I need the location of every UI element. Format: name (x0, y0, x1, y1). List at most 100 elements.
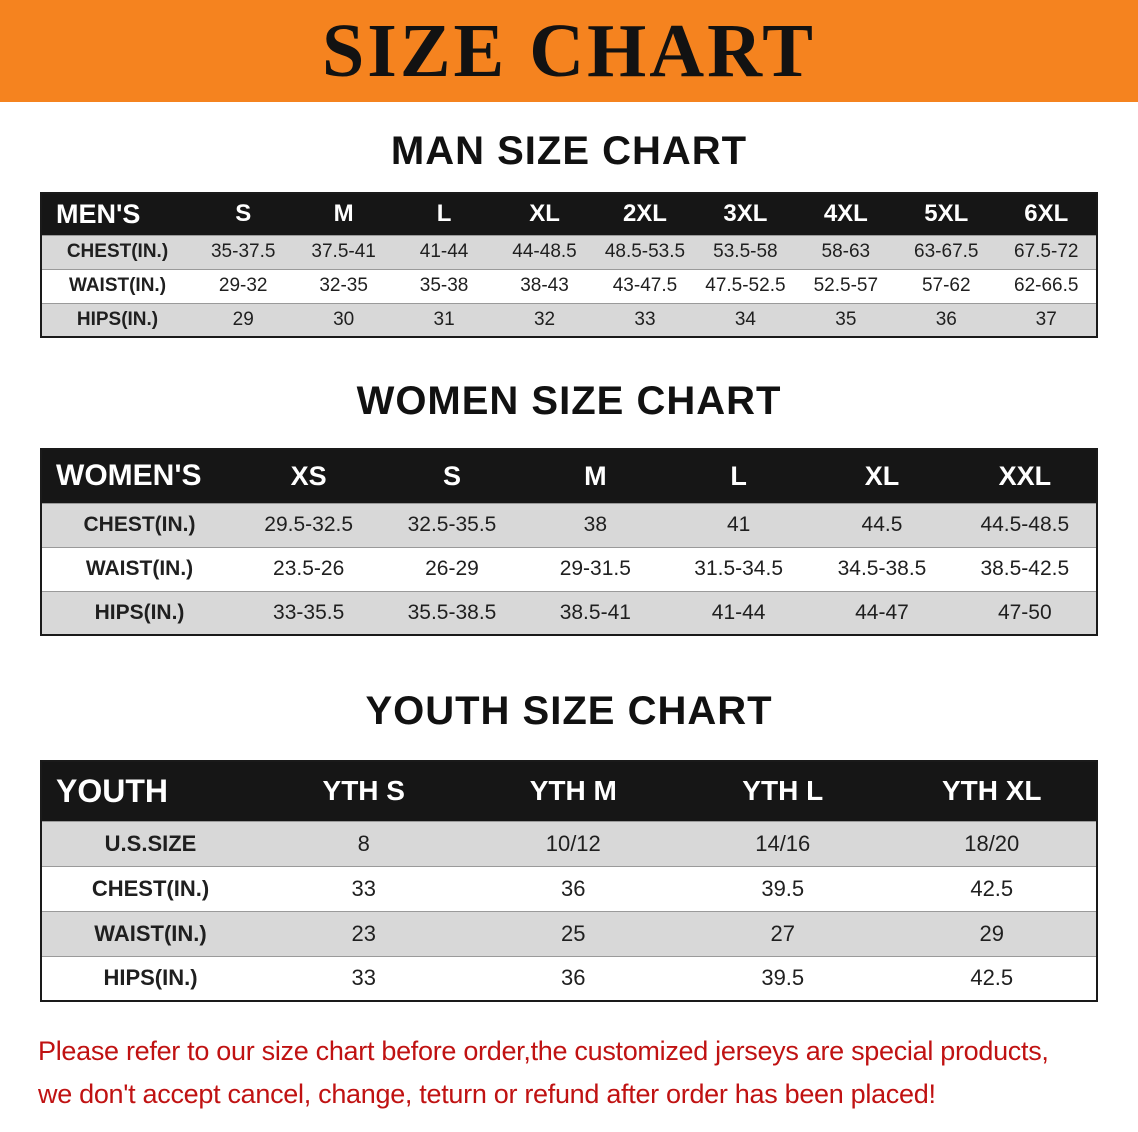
size-value-cell: 53.5-58 (695, 234, 796, 269)
size-value-cell: 58-63 (795, 234, 897, 269)
size-value-cell: 33 (259, 955, 469, 1001)
size-value-cell: 67.5-72 (996, 234, 1097, 269)
size-value-cell: 42.5 (887, 955, 1097, 1001)
size-value-cell: 39.5 (678, 955, 888, 1001)
size-value-cell: 30 (293, 302, 394, 337)
size-header-cell: 2XL (594, 193, 696, 235)
size-header-cell: XXL (953, 449, 1097, 503)
size-value-cell: 32 (494, 302, 595, 337)
size-value-cell: 32-35 (293, 268, 394, 303)
size-value-cell: 47-50 (953, 590, 1097, 635)
size-header-cell: XS (237, 449, 381, 503)
size-header-cell: S (193, 193, 294, 235)
size-value-cell: 18/20 (887, 820, 1097, 866)
table-row: WAIST(IN.) 29-32 32-35 35-38 38-43 43-47.5 47.… (41, 268, 1097, 303)
size-header-cell: YTH L (678, 761, 888, 821)
size-value-cell: 35-38 (393, 268, 495, 303)
size-value-cell: 48.5-53.5 (594, 234, 696, 269)
row-label-cell: WAIST(IN.) (41, 268, 193, 303)
youth-section: YOUTH SIZE CHART YOUTH YTH S YTH M YTH L YTH… (0, 688, 1138, 1002)
size-value-cell: 35.5-38.5 (380, 590, 524, 635)
size-value-cell: 44.5 (810, 502, 954, 547)
table-row: CHEST(IN.) 29.5-32.5 32.5-35.5 38 41 44.5 44.5… (41, 502, 1097, 547)
size-value-cell: 44-47 (810, 590, 954, 635)
mens-size-table: MEN'S S M L XL 2XL 3XL 4XL 5XL 6XL CHEST(IN.) 35-37… (40, 192, 1098, 338)
size-value-cell: 33 (259, 865, 469, 911)
size-value-cell: 32.5-35.5 (380, 502, 524, 547)
table-title-cell: WOMEN'S (41, 449, 237, 503)
size-value-cell: 62-66.5 (996, 268, 1097, 303)
size-header-cell: 5XL (896, 193, 997, 235)
size-value-cell: 35 (795, 302, 897, 337)
size-value-cell: 35-37.5 (193, 234, 294, 269)
size-header-cell: L (393, 193, 495, 235)
womens-size-table: WOMEN'S XS S M L XL XXL CHEST(IN.) 29.5-32.5 32.5… (40, 448, 1098, 636)
size-value-cell: 52.5-57 (795, 268, 897, 303)
size-value-cell: 41 (666, 502, 811, 547)
size-header-cell: YTH XL (887, 761, 1097, 821)
size-value-cell: 34 (695, 302, 796, 337)
size-value-cell: 31.5-34.5 (666, 546, 811, 591)
mens-section: MAN SIZE CHART MEN'S S M L XL 2XL 3XL 4XL 5XL 6XL… (0, 128, 1138, 338)
mens-heading: MAN SIZE CHART (390, 129, 748, 173)
size-value-cell: 29-31.5 (523, 546, 667, 591)
size-value-cell: 23 (259, 910, 469, 956)
row-label-cell: HIPS(IN.) (41, 590, 237, 635)
disclaimer-text: Please refer to our size chart before or… (38, 1030, 1100, 1116)
size-value-cell: 33 (594, 302, 696, 337)
table-row: CHEST(IN.) 35-37.5 37.5-41 41-44 44-48.5 48.5… (41, 234, 1097, 269)
table-title-cell: MEN'S (41, 193, 193, 235)
size-value-cell: 26-29 (380, 546, 524, 591)
size-value-cell: 38-43 (494, 268, 595, 303)
size-value-cell: 44-48.5 (494, 234, 595, 269)
size-value-cell: 36 (468, 865, 678, 911)
disclaimer-line1: Please refer to our size chart before or… (38, 1036, 1049, 1066)
row-label-cell: CHEST(IN.) (41, 502, 237, 547)
table-header-row: YOUTH YTH S YTH M YTH L YTH XL (41, 761, 1097, 821)
row-label-cell: WAIST(IN.) (41, 546, 237, 591)
size-header-cell: M (293, 193, 394, 235)
size-chart-banner: SIZE CHART (0, 0, 1138, 102)
size-value-cell: 57-62 (896, 268, 997, 303)
row-label-cell: HIPS(IN.) (41, 955, 259, 1001)
size-value-cell: 39.5 (678, 865, 888, 911)
youth-size-table: YOUTH YTH S YTH M YTH L YTH XL U.S.SIZE 8 10/12… (40, 760, 1098, 1002)
size-value-cell: 47.5-52.5 (695, 268, 796, 303)
table-row: U.S.SIZE 8 10/12 14/16 18/20 (41, 820, 1097, 866)
table-row: HIPS(IN.) 33 36 39.5 42.5 (41, 955, 1097, 1001)
row-label-cell: CHEST(IN.) (41, 865, 259, 911)
disclaimer-line2: we don't accept cancel, change, teturn o… (38, 1079, 936, 1109)
size-value-cell: 44.5-48.5 (953, 502, 1097, 547)
size-value-cell: 29 (193, 302, 294, 337)
size-header-cell: 6XL (996, 193, 1097, 235)
size-value-cell: 41-44 (393, 234, 495, 269)
size-value-cell: 29 (887, 910, 1097, 956)
size-header-cell: S (380, 449, 524, 503)
banner-title: SIZE CHART (321, 9, 816, 93)
table-header-row: MEN'S S M L XL 2XL 3XL 4XL 5XL 6XL (41, 193, 1097, 235)
size-value-cell: 36 (468, 955, 678, 1001)
size-value-cell: 36 (896, 302, 997, 337)
size-value-cell: 38 (523, 502, 667, 547)
size-value-cell: 31 (393, 302, 495, 337)
size-value-cell: 38.5-41 (523, 590, 667, 635)
table-row: CHEST(IN.) 33 36 39.5 42.5 (41, 865, 1097, 911)
size-value-cell: 38.5-42.5 (953, 546, 1097, 591)
table-header-row: WOMEN'S XS S M L XL XXL (41, 449, 1097, 503)
table-row: WAIST(IN.) 23.5-26 26-29 29-31.5 31.5-34.5 34… (41, 546, 1097, 591)
size-value-cell: 33-35.5 (237, 590, 381, 635)
size-header-cell: XL (810, 449, 954, 503)
size-header-cell: 3XL (695, 193, 796, 235)
table-row: HIPS(IN.) 33-35.5 35.5-38.5 38.5-41 41-44 44-… (41, 590, 1097, 635)
size-value-cell: 41-44 (666, 590, 811, 635)
size-value-cell: 10/12 (468, 820, 678, 866)
table-row: WAIST(IN.) 23 25 27 29 (41, 910, 1097, 956)
size-header-cell: XL (494, 193, 595, 235)
size-value-cell: 63-67.5 (896, 234, 997, 269)
size-value-cell: 43-47.5 (594, 268, 696, 303)
youth-heading: YOUTH SIZE CHART (365, 689, 773, 733)
size-header-cell: 4XL (795, 193, 897, 235)
size-value-cell: 29-32 (193, 268, 294, 303)
womens-section: WOMEN SIZE CHART WOMEN'S XS S M L XL XXL CHEST(… (0, 378, 1138, 636)
size-value-cell: 8 (259, 820, 469, 866)
